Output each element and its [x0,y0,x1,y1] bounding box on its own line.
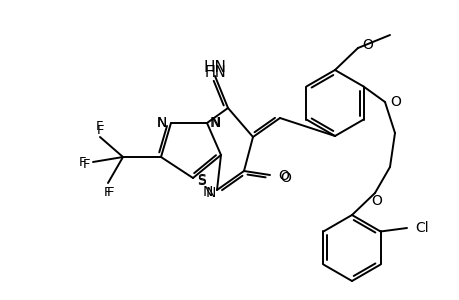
Text: O: O [277,169,288,183]
Text: N: N [205,186,216,200]
Text: HN: HN [205,64,226,80]
Text: O: O [389,95,400,109]
Text: S: S [196,173,205,187]
Text: F: F [104,187,112,200]
Text: O: O [371,194,381,208]
Text: F: F [79,155,87,169]
Text: F: F [97,124,105,136]
Text: Cl: Cl [414,221,428,235]
Text: F: F [107,187,114,200]
Text: F: F [96,121,104,134]
Text: N: N [210,116,220,130]
Text: N: N [211,116,221,130]
Text: O: O [361,38,372,52]
Text: S: S [196,174,205,188]
Text: N: N [156,116,167,130]
Text: F: F [83,158,90,172]
Text: O: O [280,171,290,185]
Text: N: N [156,116,167,130]
Text: HN: HN [203,59,226,74]
Text: N: N [202,185,213,199]
